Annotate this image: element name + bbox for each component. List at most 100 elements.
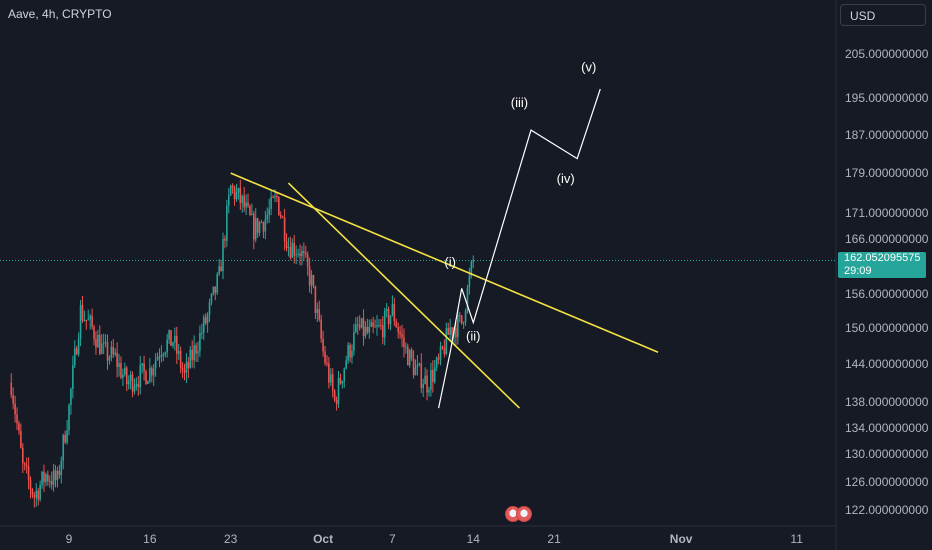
price-axis-label: 179.000000000 bbox=[845, 166, 929, 181]
current-price-tag: 162.052095575 29:09 bbox=[838, 252, 926, 278]
candle-body bbox=[206, 314, 209, 324]
candle-body bbox=[166, 339, 168, 353]
candle-body bbox=[335, 399, 338, 404]
candle-body bbox=[129, 374, 132, 382]
candle-body bbox=[426, 375, 428, 393]
candle-body bbox=[372, 322, 374, 327]
candle-body bbox=[432, 369, 434, 383]
candle-body bbox=[85, 319, 88, 321]
candle-body bbox=[376, 325, 378, 327]
candle-body bbox=[12, 395, 14, 404]
candle-body bbox=[60, 460, 63, 476]
candle-body bbox=[104, 342, 107, 344]
candle-body bbox=[343, 368, 346, 382]
candle-body bbox=[245, 202, 247, 208]
candle-body bbox=[183, 370, 186, 373]
candle-body bbox=[316, 309, 319, 313]
candle-body bbox=[73, 348, 76, 366]
price-axis-label: 144.000000000 bbox=[845, 357, 929, 372]
candle-body bbox=[331, 374, 334, 391]
candle-body bbox=[189, 349, 192, 368]
candle-body bbox=[99, 335, 101, 354]
candle-body bbox=[447, 328, 450, 335]
candle-body bbox=[174, 335, 176, 343]
time-axis-label: 23 bbox=[224, 532, 238, 546]
candle-body bbox=[314, 285, 317, 313]
candle-body bbox=[235, 192, 238, 200]
candle-body bbox=[278, 196, 280, 216]
candle-body bbox=[199, 332, 201, 352]
candle-body bbox=[91, 315, 93, 327]
candle-body bbox=[289, 247, 292, 258]
candle-body bbox=[356, 324, 359, 326]
time-axis-label: 11 bbox=[790, 532, 803, 546]
candle-body bbox=[75, 348, 78, 355]
candle-body bbox=[162, 354, 165, 356]
candle-body bbox=[147, 381, 149, 384]
candle-body bbox=[270, 196, 272, 209]
candle-body bbox=[472, 259, 475, 262]
trendline bbox=[287, 182, 521, 409]
candle-body bbox=[89, 315, 91, 320]
candle-body bbox=[187, 362, 190, 368]
candle-body bbox=[79, 305, 82, 339]
candle-body bbox=[154, 360, 157, 369]
candle-body bbox=[204, 317, 207, 324]
candle-body bbox=[50, 481, 53, 485]
candle-body bbox=[227, 195, 230, 206]
time-axis-label: 14 bbox=[466, 532, 480, 546]
candle-body bbox=[320, 319, 322, 339]
candle-body bbox=[381, 325, 384, 338]
currency-button[interactable]: USD bbox=[840, 4, 926, 26]
candle-body bbox=[312, 275, 315, 286]
candle-body bbox=[303, 251, 305, 254]
bar-countdown: 29:09 bbox=[844, 265, 872, 277]
candle-body bbox=[127, 381, 130, 385]
elliott-wave-projection: (i) (ii) (iii) (iv) (v) bbox=[438, 59, 601, 409]
candle-body bbox=[422, 384, 424, 389]
candle-body bbox=[428, 389, 430, 393]
candle-body bbox=[279, 215, 282, 217]
candle-body bbox=[408, 349, 411, 366]
price-axis-label: 171.000000000 bbox=[845, 206, 929, 221]
candle-body bbox=[306, 254, 309, 267]
candle-body bbox=[66, 430, 68, 443]
time-axis-label: 16 bbox=[143, 532, 157, 546]
candle-body bbox=[430, 369, 432, 390]
candle-body bbox=[214, 286, 217, 293]
candle-body bbox=[16, 414, 18, 424]
candle-body bbox=[122, 374, 124, 378]
candle-body bbox=[457, 315, 459, 338]
candle-body bbox=[176, 335, 178, 354]
price-axis-label: 126.000000000 bbox=[845, 474, 929, 489]
candle-body bbox=[195, 345, 197, 354]
candle-body bbox=[407, 346, 409, 366]
candle-body bbox=[318, 309, 321, 320]
price-axis-label: 187.000000000 bbox=[845, 127, 929, 142]
candle-body bbox=[114, 352, 116, 355]
candle-body bbox=[405, 346, 407, 348]
candle-body bbox=[143, 363, 145, 372]
candle-body bbox=[231, 185, 234, 188]
candle-body bbox=[397, 327, 399, 332]
wave-label: (ii) bbox=[466, 328, 480, 343]
candle-body bbox=[156, 356, 159, 361]
event-flag-icon[interactable] bbox=[516, 506, 532, 522]
candle-body bbox=[310, 275, 313, 286]
candle-body bbox=[455, 328, 457, 338]
candle-body bbox=[274, 195, 276, 198]
candle-body bbox=[264, 219, 267, 232]
candle-body bbox=[229, 185, 232, 196]
candle-body bbox=[112, 346, 115, 355]
candle-body bbox=[54, 470, 57, 481]
price-axis-label: 150.000000000 bbox=[845, 321, 929, 336]
candle-body bbox=[451, 327, 453, 335]
candle-body bbox=[389, 315, 392, 325]
candle-body bbox=[95, 339, 97, 348]
candle-body bbox=[10, 382, 13, 396]
candle-body bbox=[293, 242, 296, 256]
candle-body bbox=[328, 363, 330, 383]
candle-body bbox=[64, 434, 66, 443]
